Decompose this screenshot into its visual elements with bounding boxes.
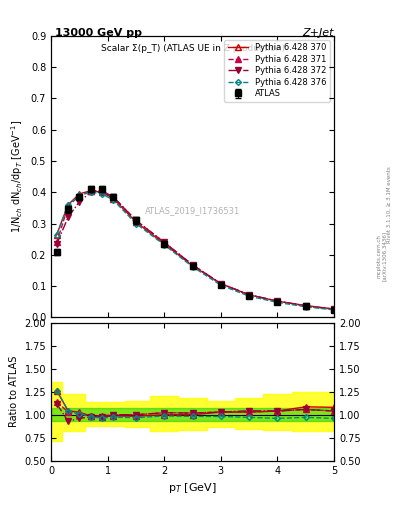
Pythia 6.428 372 bbox=[66, 214, 70, 220]
Pythia 6.428 376 bbox=[247, 293, 252, 299]
Pythia 6.428 370 bbox=[88, 187, 93, 194]
Line: Pythia 6.428 372: Pythia 6.428 372 bbox=[54, 189, 337, 312]
Pythia 6.428 376 bbox=[88, 189, 93, 196]
Pythia 6.428 371 bbox=[88, 187, 93, 194]
Pythia 6.428 370 bbox=[77, 191, 82, 197]
Pythia 6.428 371 bbox=[247, 292, 252, 298]
Pythia 6.428 376 bbox=[111, 197, 116, 203]
Line: Pythia 6.428 376: Pythia 6.428 376 bbox=[55, 190, 336, 312]
Pythia 6.428 372 bbox=[247, 291, 252, 297]
Pythia 6.428 376 bbox=[54, 231, 59, 238]
Pythia 6.428 372 bbox=[332, 306, 336, 312]
Pythia 6.428 370 bbox=[162, 241, 167, 247]
Pythia 6.428 376 bbox=[219, 282, 223, 288]
Y-axis label: 1/N$_{ch}$ dN$_{ch}$/dp$_T$ [GeV$^{-1}$]: 1/N$_{ch}$ dN$_{ch}$/dp$_T$ [GeV$^{-1}$] bbox=[9, 120, 25, 233]
Pythia 6.428 372 bbox=[162, 239, 167, 245]
Text: [arXiv:1306.3436]: [arXiv:1306.3436] bbox=[382, 231, 387, 281]
Pythia 6.428 370 bbox=[275, 298, 280, 304]
Pythia 6.428 371 bbox=[66, 203, 70, 209]
Text: Scalar Σ(p_T) (ATLAS UE in Z production): Scalar Σ(p_T) (ATLAS UE in Z production) bbox=[101, 45, 285, 53]
Pythia 6.428 376 bbox=[190, 264, 195, 270]
Pythia 6.428 371 bbox=[54, 239, 59, 245]
Text: Rivet 3.1.10, ≥ 3.1M events: Rivet 3.1.10, ≥ 3.1M events bbox=[387, 166, 391, 243]
Pythia 6.428 370 bbox=[247, 292, 252, 298]
Text: 13000 GeV pp: 13000 GeV pp bbox=[55, 28, 142, 38]
Pythia 6.428 372 bbox=[303, 303, 308, 309]
Pythia 6.428 370 bbox=[303, 303, 308, 309]
Pythia 6.428 370 bbox=[332, 306, 336, 312]
Line: Pythia 6.428 370: Pythia 6.428 370 bbox=[54, 188, 337, 312]
Pythia 6.428 372 bbox=[54, 241, 59, 247]
Pythia 6.428 372 bbox=[275, 298, 280, 304]
Pythia 6.428 372 bbox=[134, 218, 138, 224]
Text: Z+Jet: Z+Jet bbox=[303, 28, 334, 38]
Pythia 6.428 370 bbox=[100, 189, 105, 196]
Pythia 6.428 370 bbox=[190, 263, 195, 269]
Pythia 6.428 371 bbox=[162, 239, 167, 245]
Pythia 6.428 370 bbox=[66, 202, 70, 208]
Pythia 6.428 372 bbox=[77, 199, 82, 205]
Pythia 6.428 376 bbox=[100, 191, 105, 197]
Pythia 6.428 371 bbox=[332, 306, 336, 312]
Pythia 6.428 376 bbox=[77, 193, 82, 199]
Pythia 6.428 376 bbox=[303, 304, 308, 310]
Pythia 6.428 370 bbox=[54, 231, 59, 238]
Pythia 6.428 371 bbox=[100, 187, 105, 194]
Pythia 6.428 371 bbox=[190, 262, 195, 268]
Pythia 6.428 371 bbox=[219, 281, 223, 287]
Pythia 6.428 372 bbox=[111, 194, 116, 200]
Pythia 6.428 370 bbox=[219, 281, 223, 287]
Pythia 6.428 376 bbox=[162, 242, 167, 248]
Pythia 6.428 371 bbox=[111, 194, 116, 200]
Legend: Pythia 6.428 370, Pythia 6.428 371, Pythia 6.428 372, Pythia 6.428 376, ATLAS: Pythia 6.428 370, Pythia 6.428 371, Pyth… bbox=[224, 40, 330, 102]
Pythia 6.428 370 bbox=[111, 196, 116, 202]
Text: mcplots.cern.ch: mcplots.cern.ch bbox=[377, 234, 382, 278]
Pythia 6.428 372 bbox=[88, 189, 93, 196]
Line: Pythia 6.428 371: Pythia 6.428 371 bbox=[54, 188, 337, 312]
Text: ATLAS_2019_I1736531: ATLAS_2019_I1736531 bbox=[145, 206, 240, 215]
Y-axis label: Ratio to ATLAS: Ratio to ATLAS bbox=[9, 356, 19, 428]
Pythia 6.428 372 bbox=[219, 281, 223, 287]
Pythia 6.428 371 bbox=[303, 303, 308, 309]
Pythia 6.428 371 bbox=[77, 193, 82, 199]
Pythia 6.428 370 bbox=[134, 219, 138, 225]
Pythia 6.428 376 bbox=[134, 221, 138, 227]
Pythia 6.428 371 bbox=[275, 298, 280, 304]
Pythia 6.428 371 bbox=[134, 218, 138, 224]
X-axis label: p$_T$ [GeV]: p$_T$ [GeV] bbox=[168, 481, 217, 495]
Pythia 6.428 372 bbox=[100, 189, 105, 196]
Pythia 6.428 376 bbox=[66, 202, 70, 208]
Pythia 6.428 376 bbox=[275, 300, 280, 306]
Pythia 6.428 372 bbox=[190, 262, 195, 268]
Pythia 6.428 376 bbox=[332, 307, 336, 313]
